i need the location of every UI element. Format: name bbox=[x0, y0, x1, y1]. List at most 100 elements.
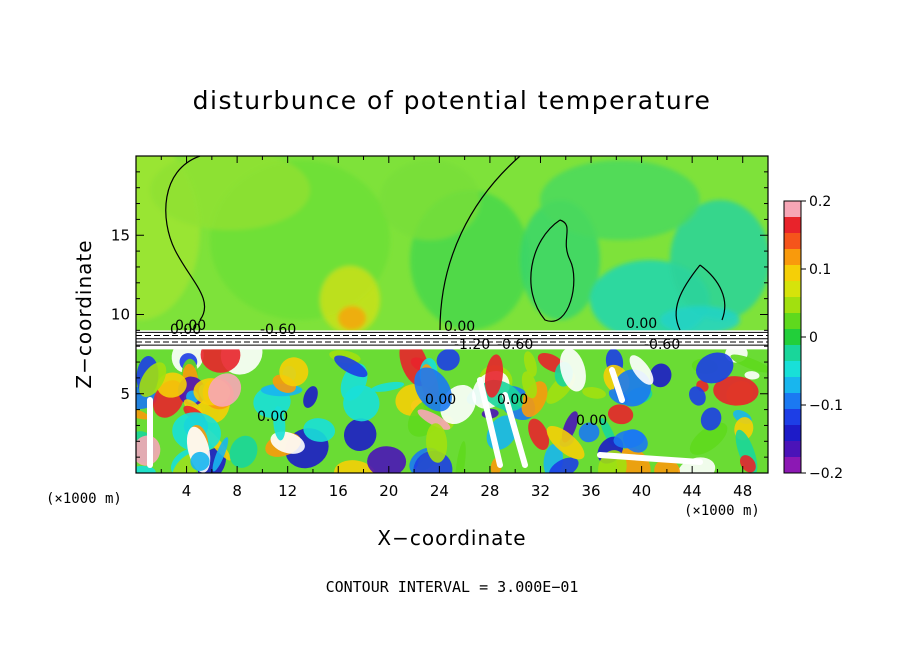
contour-label: 0.00 bbox=[626, 316, 657, 332]
field-eddy bbox=[559, 348, 586, 392]
field-streak bbox=[609, 367, 625, 403]
colorbar-swatch bbox=[784, 425, 801, 442]
field-blob bbox=[540, 160, 700, 240]
contour-lines bbox=[136, 156, 768, 346]
x-tick-label: 4 bbox=[182, 482, 192, 500]
colorbar-swatch bbox=[784, 297, 801, 314]
x-tick-label: 28 bbox=[480, 482, 499, 500]
field-eddy bbox=[696, 352, 734, 384]
colorbar-swatch bbox=[784, 233, 801, 250]
field-eddy bbox=[582, 387, 606, 399]
field-streak bbox=[502, 392, 528, 468]
field-eddy bbox=[136, 465, 156, 473]
field-eddy bbox=[414, 367, 452, 412]
colorbar-swatch bbox=[784, 393, 801, 410]
field-eddy bbox=[549, 457, 579, 473]
field-eddy bbox=[303, 418, 336, 442]
y-axis: 5 10 15 bbox=[111, 171, 768, 458]
field-eddy bbox=[303, 386, 318, 408]
colorbar-swatch bbox=[784, 409, 801, 426]
colorbar-swatch bbox=[784, 441, 801, 458]
contour-label: 0.00 bbox=[444, 319, 475, 335]
colorbar: 0.2 0.1 0 −0.1 −0.2 bbox=[783, 194, 843, 482]
x-tick-label: 8 bbox=[232, 482, 242, 500]
field-eddy bbox=[334, 460, 377, 473]
field-eddy bbox=[649, 363, 672, 388]
chart-title: disturbunce of potential temperature bbox=[192, 86, 712, 115]
field-eddy bbox=[273, 406, 286, 441]
field-blob bbox=[380, 160, 480, 240]
field-eddy bbox=[739, 455, 756, 473]
x-unit-left: (×1000 m) bbox=[46, 491, 122, 507]
field-eddy bbox=[713, 376, 759, 406]
x-unit-right: (×1000 m) bbox=[684, 503, 760, 519]
contour-label: 0.00 bbox=[257, 409, 288, 425]
colorbar-swatch bbox=[784, 201, 801, 218]
zero-contour bbox=[439, 156, 521, 331]
y-tick-label: 15 bbox=[111, 226, 130, 244]
field-eddy bbox=[343, 418, 377, 451]
contour-label: -0.60 bbox=[644, 337, 680, 353]
upper-layer bbox=[136, 156, 768, 340]
field-eddy bbox=[426, 423, 448, 463]
contour-label: -1.20 bbox=[454, 337, 490, 353]
contour-interval-note: CONTOUR INTERVAL = 3.000E−01 bbox=[325, 578, 579, 596]
field-plot-area bbox=[136, 156, 768, 473]
x-tick-label: 44 bbox=[683, 482, 702, 500]
field-eddy bbox=[436, 348, 460, 371]
field-eddy bbox=[212, 437, 229, 472]
colorbar-swatch bbox=[784, 377, 801, 394]
x-tick-label: 48 bbox=[733, 482, 752, 500]
field-eddy bbox=[229, 435, 258, 468]
x-axis: 4 8 12 16 20 24 28 32 36 40 44 48 bbox=[160, 156, 752, 500]
field-eddy bbox=[279, 357, 309, 387]
field-eddy bbox=[190, 451, 210, 471]
zero-contour bbox=[165, 156, 206, 321]
colorbar-swatch bbox=[784, 249, 801, 266]
contour-label: 0.00 bbox=[497, 392, 528, 408]
field-eddy bbox=[700, 407, 722, 431]
field-eddy bbox=[528, 418, 550, 450]
y-axis-label: Z−coordinate bbox=[72, 239, 96, 389]
field-eddy bbox=[546, 426, 585, 460]
x-tick-label: 36 bbox=[581, 482, 600, 500]
field-eddy bbox=[744, 371, 760, 380]
field-eddy bbox=[136, 435, 161, 466]
contour-label: 0.00 bbox=[175, 318, 206, 334]
contour-label: 0.00 bbox=[576, 413, 607, 429]
contour-label: -0.60 bbox=[260, 322, 296, 338]
field-eddy bbox=[613, 429, 645, 449]
colorbar-swatch bbox=[784, 329, 801, 346]
colorbar-swatch bbox=[784, 313, 801, 330]
field-blob bbox=[670, 200, 768, 320]
field-eddy bbox=[484, 354, 504, 398]
field-streak bbox=[597, 452, 703, 465]
x-tick-label: 16 bbox=[329, 482, 348, 500]
field-eddy bbox=[208, 373, 242, 407]
x-axis-label: X−coordinate bbox=[377, 526, 527, 550]
field-eddy bbox=[371, 381, 405, 392]
field-eddy bbox=[730, 354, 768, 373]
x-tick-label: 32 bbox=[531, 482, 550, 500]
field-eddy bbox=[689, 386, 706, 406]
y-tick-label: 10 bbox=[111, 306, 130, 324]
field-eddy bbox=[578, 422, 600, 443]
zero-contour bbox=[530, 219, 575, 322]
colorbar-swatch bbox=[784, 217, 801, 234]
x-tick-label: 24 bbox=[430, 482, 449, 500]
field-eddy bbox=[417, 409, 451, 430]
field-eddy bbox=[139, 362, 167, 397]
field-eddy bbox=[455, 441, 466, 473]
contour-label-group: 0.00 0.00 -0.60 0.00 -1.20 -0.60 0.00 -0.60 0.00… bbox=[170, 316, 680, 429]
contour-label: -0.60 bbox=[497, 337, 533, 353]
colorbar-tick-label: −0.1 bbox=[809, 398, 843, 414]
y-tick-label: 5 bbox=[120, 385, 130, 403]
field-eddy bbox=[629, 355, 654, 385]
colorbar-swatch bbox=[784, 345, 801, 362]
colorbar-swatch bbox=[784, 265, 801, 282]
field-eddy bbox=[523, 351, 537, 377]
field-eddy bbox=[367, 446, 407, 473]
field-eddy bbox=[689, 422, 728, 455]
x-tick-label: 12 bbox=[278, 482, 297, 500]
